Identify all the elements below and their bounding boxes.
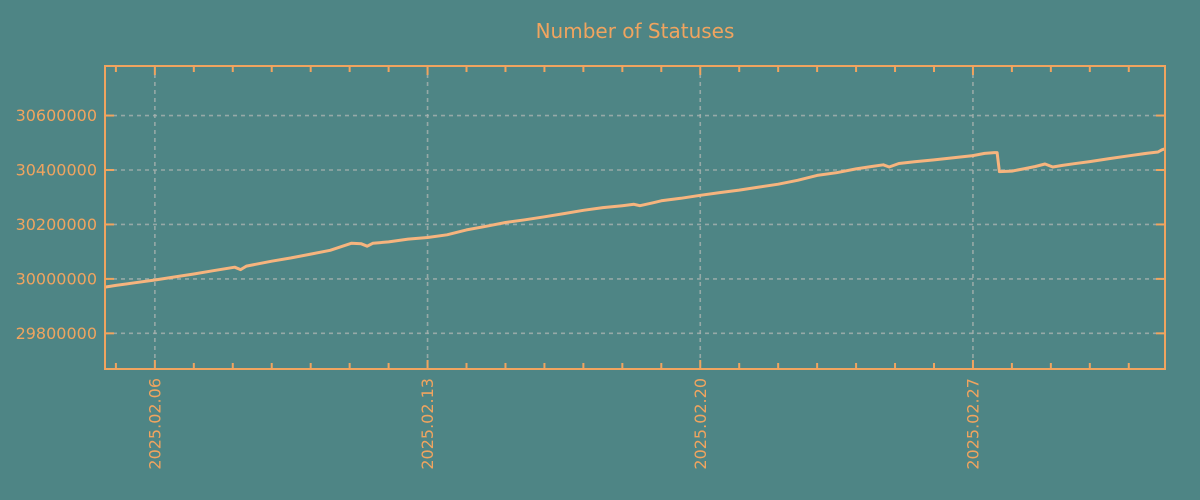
axis-frame-and-ticks [104, 65, 1166, 370]
series-line-statuses [104, 147, 1166, 289]
gridlines [105, 66, 1165, 369]
x-tick-label: 2025.02.27 [963, 378, 982, 470]
x-tick-label: 2025.02.06 [145, 378, 164, 470]
y-tick-label: 30600000 [16, 106, 97, 125]
x-tick-label: 2025.02.20 [691, 378, 710, 470]
y-tick-label: 30200000 [16, 215, 97, 234]
y-tick-label: 30000000 [16, 269, 97, 288]
x-tick-label: 2025.02.13 [418, 378, 437, 470]
plot-border [104, 65, 1166, 370]
data-line [104, 147, 1166, 289]
y-tick-label: 29800000 [16, 324, 97, 343]
y-tick-label: 30400000 [16, 160, 97, 179]
axis-labels: 29800000 30000000 30200000 30400000 30600000… [16, 106, 983, 470]
chart-title: Number of Statuses [536, 19, 735, 43]
